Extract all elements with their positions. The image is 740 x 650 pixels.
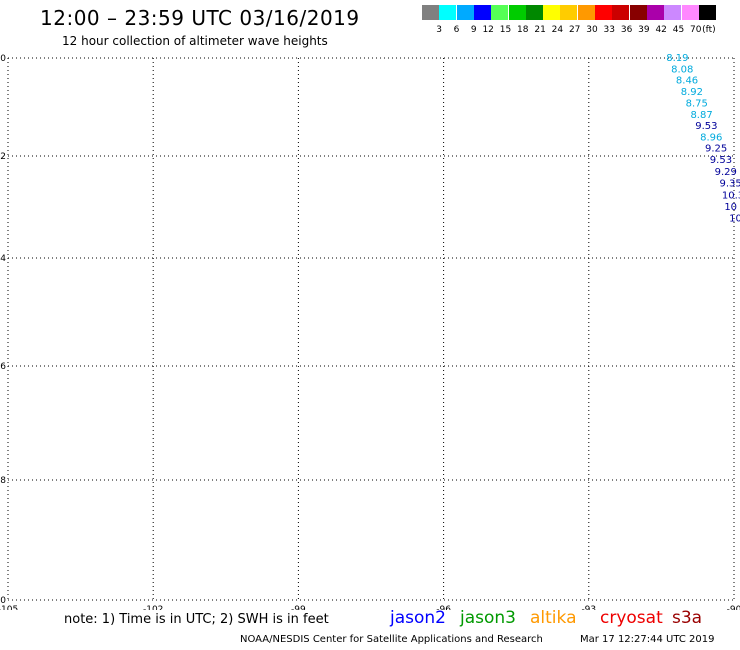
color-swatch-label: 9	[470, 25, 477, 35]
wave-height-value: 8.46	[676, 76, 698, 87]
color-swatch-label: 24	[551, 25, 564, 35]
color-swatch	[646, 5, 664, 20]
color-swatch	[612, 5, 630, 20]
wave-height-value: 10	[729, 214, 740, 225]
color-swatch-label: 21	[534, 25, 546, 35]
color-swatch	[560, 5, 578, 20]
credit-text: NOAA/NESDIS Center for Satellite Applica…	[240, 634, 543, 645]
latitude-tick-label: -58	[0, 476, 6, 486]
satellite-label-s3a: s3a	[672, 608, 703, 628]
color-swatch-label: 18	[517, 25, 529, 35]
units-note: note: 1) Time is in UTC; 2) SWH is in fe…	[64, 612, 329, 627]
generated-timestamp: Mar 17 12:27:44 UTC 2019	[580, 634, 715, 645]
wave-height-value: 9.25	[705, 144, 727, 155]
color-swatch-label: 70	[690, 25, 702, 35]
latitude-tick-label: -56	[0, 362, 6, 372]
satellite-label-altika: altika	[530, 608, 577, 628]
color-swatch	[525, 5, 543, 20]
wave-height-value: 10.3	[722, 190, 740, 201]
wave-height-value: 8.96	[700, 132, 722, 143]
latitude-tick-label: -50	[0, 54, 6, 64]
color-swatch-label: 39	[638, 25, 650, 35]
color-swatch-label: 3	[436, 25, 442, 35]
color-swatch-label: 15	[499, 25, 512, 35]
wave-height-value: 9.35	[719, 179, 740, 190]
latitude-tick-label: -54	[0, 254, 6, 264]
wave-height-value: 9.53	[695, 121, 717, 132]
color-swatch	[473, 5, 491, 20]
longitude-tick-label: -90	[727, 605, 740, 610]
color-swatch	[595, 5, 612, 20]
longitude-tick-label: -102	[143, 605, 163, 610]
axis-labels: -105 -102 -99 -96 -93 -90 -50 -52 -54 -56 -58 -60	[0, 54, 740, 610]
latitude-tick-label: -60	[0, 596, 6, 606]
color-swatch-label: 27	[568, 25, 581, 35]
wave-height-value: 8.19	[666, 53, 688, 64]
wave-height-value: 8.87	[690, 110, 712, 121]
color-swatch-label: 30	[586, 25, 598, 35]
satellite-label-cryosat: cryosat	[600, 608, 663, 628]
color-swatch-label: 33	[603, 25, 615, 35]
satellite-label-jason2: jason2	[390, 608, 446, 628]
color-swatch	[681, 5, 699, 20]
longitude-tick-label: -96	[436, 605, 451, 610]
color-swatch	[439, 5, 457, 20]
latitude-tick-label: -52	[0, 152, 6, 162]
wave-height-value: 9.29	[715, 167, 737, 178]
color-swatch	[577, 5, 595, 20]
map-subtitle: 12 hour collection of altimeter wave hei…	[62, 34, 328, 48]
wave-height-observations: 8.198.088.468.928.758.879.538.969.259.53…	[666, 53, 740, 225]
color-swatch	[698, 5, 716, 20]
color-swatch	[491, 5, 509, 20]
graticule	[7, 57, 735, 601]
satellite-label-jason3: jason3	[460, 608, 516, 628]
longitude-tick-label: -99	[291, 605, 306, 610]
color-swatch-label: 36	[620, 25, 633, 35]
color-swatch	[456, 5, 474, 20]
wave-height-value: 10	[724, 202, 737, 213]
longitude-tick-label: -105	[0, 605, 18, 610]
color-swatch-label: 42	[655, 25, 667, 35]
wave-height-value: 8.92	[681, 87, 703, 98]
color-swatch	[422, 5, 439, 20]
color-swatch	[664, 5, 682, 20]
wave-height-value: 9.53	[710, 155, 732, 166]
color-scale-unit: (ft)	[702, 25, 716, 35]
color-swatch	[508, 5, 526, 20]
wave-height-value: 8.08	[671, 64, 693, 75]
color-swatch	[629, 5, 647, 20]
color-swatch-label: 6	[453, 25, 460, 35]
color-swatch-label: 12	[482, 25, 494, 35]
wave-height-map: -105 -102 -99 -96 -93 -90 -50 -52 -54 -56 -58 -60 8…	[0, 53, 740, 610]
wave-height-value: 8.75	[686, 99, 708, 110]
map-title: 12:00 – 23:59 UTC 03/16/2019	[40, 6, 360, 30]
color-swatch	[543, 5, 561, 20]
color-swatch-label: 45	[672, 25, 685, 35]
longitude-tick-label: -93	[581, 605, 596, 610]
